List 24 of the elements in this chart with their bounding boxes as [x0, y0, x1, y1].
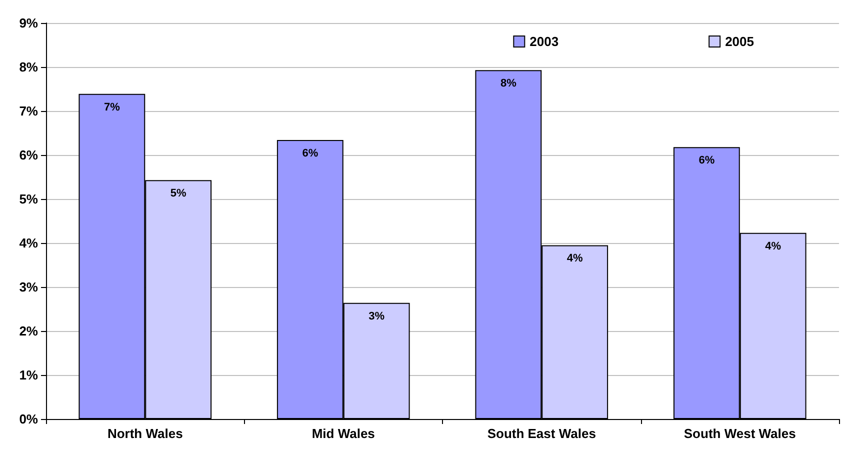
legend-label: 2003: [530, 34, 559, 49]
data-label: 7%: [104, 101, 120, 114]
data-label: 8%: [500, 78, 517, 90]
y-tick-label: 3%: [19, 280, 38, 294]
data-label: 6%: [698, 154, 715, 167]
x-tick-label: South East Wales: [487, 426, 596, 441]
x-tick-label: South West Wales: [684, 426, 796, 441]
data-label: 3%: [368, 310, 385, 322]
y-tick-label: 6%: [19, 148, 38, 162]
x-tick-label: North Wales: [107, 426, 183, 441]
data-label: 6%: [302, 148, 318, 160]
legend-label: 2005: [725, 34, 754, 49]
y-tick-label: 7%: [19, 104, 38, 118]
y-tick-label: 1%: [19, 368, 38, 382]
y-tick-label: 5%: [19, 192, 38, 206]
data-label: 4%: [765, 240, 782, 252]
y-tick-label: 4%: [19, 236, 38, 250]
y-tick-label: 8%: [19, 60, 38, 74]
data-label: 5%: [170, 188, 186, 200]
y-tick-label: 0%: [19, 412, 38, 426]
data-label: 4%: [566, 252, 583, 265]
y-tick-label: 2%: [19, 324, 38, 338]
y-tick-label: 9%: [19, 16, 38, 30]
x-tick-label: Mid Wales: [312, 426, 375, 441]
